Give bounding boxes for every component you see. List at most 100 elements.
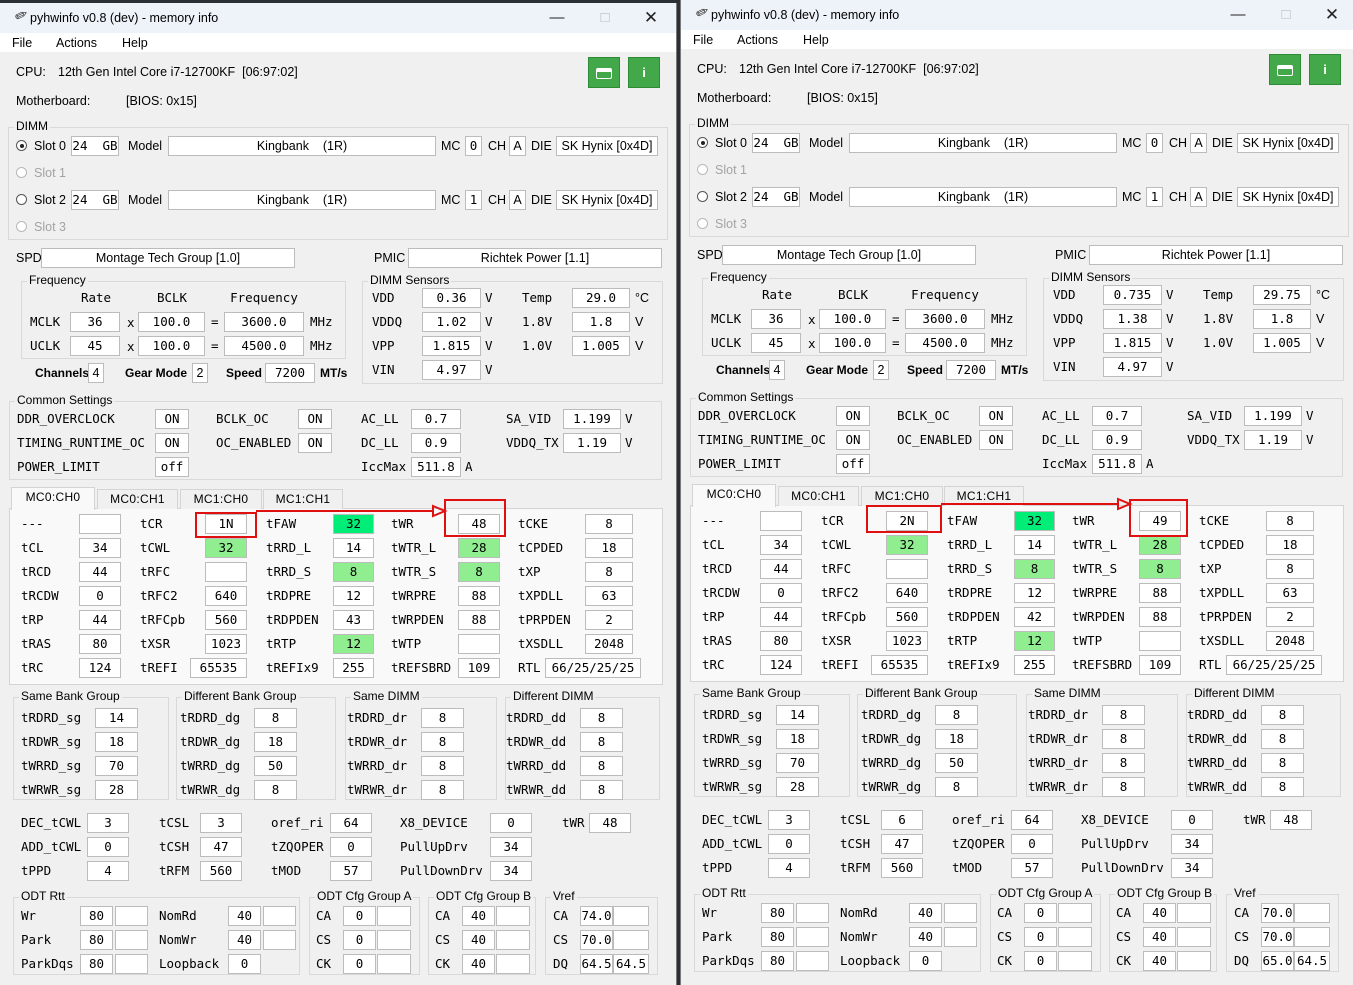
timing-value[interactable]: 65535 xyxy=(871,655,928,675)
mc-field[interactable]: 0 xyxy=(1146,133,1163,153)
odt-value[interactable]: 0 xyxy=(1024,903,1057,923)
odt-value[interactable]: 40 xyxy=(228,930,261,950)
timing-value[interactable]: 8 xyxy=(1266,559,1314,579)
param-value[interactable]: 3 xyxy=(768,810,810,830)
minimize-button[interactable]: — xyxy=(1230,6,1246,23)
info-button[interactable]: i xyxy=(628,57,660,88)
odt-value-2[interactable] xyxy=(496,906,530,926)
sensor-value[interactable]: 1.005 xyxy=(572,336,630,356)
speed-field[interactable]: 7200 xyxy=(946,360,996,380)
timing-value[interactable]: 32 xyxy=(1014,511,1055,531)
sensor-value[interactable]: 1.02 xyxy=(422,312,481,332)
model-field[interactable]: Kingbank (1R) xyxy=(849,187,1117,207)
setting-value[interactable]: off xyxy=(836,454,870,474)
timing-value[interactable]: 63 xyxy=(585,586,633,606)
odt-value[interactable]: 80 xyxy=(761,903,794,923)
timing-value[interactable]: 66/25/25/25 xyxy=(1226,655,1322,675)
timing-value[interactable]: 8 xyxy=(1261,729,1304,749)
timing-value[interactable]: 70 xyxy=(776,753,819,773)
odt-value[interactable]: 64.5 xyxy=(580,954,613,974)
close-button[interactable]: ✕ xyxy=(643,8,659,27)
model-field[interactable]: Kingbank (1R) xyxy=(168,190,436,210)
odt-value-2[interactable] xyxy=(263,930,296,950)
slot-radio[interactable] xyxy=(16,140,27,151)
timing-value[interactable]: 1023 xyxy=(886,631,928,651)
timing-value[interactable]: 88 xyxy=(458,610,500,630)
timing-value[interactable]: 18 xyxy=(935,729,978,749)
odt-value-2[interactable]: 64.5 xyxy=(1294,951,1330,971)
odt-value[interactable]: 40 xyxy=(462,954,495,974)
timing-value[interactable]: 12 xyxy=(333,586,374,606)
tab-mc1-ch0[interactable]: MC1:CH0 xyxy=(861,486,943,506)
timing-value[interactable]: 44 xyxy=(79,610,121,630)
timing-value[interactable]: 48 xyxy=(458,514,500,534)
odt-value-2[interactable] xyxy=(796,927,829,947)
sensor-value[interactable]: 1.8 xyxy=(572,312,630,332)
timing-value[interactable]: 80 xyxy=(760,631,802,651)
frequency-field[interactable]: 3600.0 xyxy=(224,312,304,332)
timing-value[interactable] xyxy=(886,559,928,579)
timing-value[interactable]: 2 xyxy=(585,610,633,630)
setting-value[interactable]: ON xyxy=(836,430,870,450)
ch-field[interactable]: A xyxy=(509,136,526,156)
timing-value[interactable]: 14 xyxy=(1014,535,1055,555)
timing-value[interactable]: 70 xyxy=(95,756,138,776)
timing-value[interactable]: 28 xyxy=(776,777,819,797)
odt-value-2[interactable] xyxy=(1177,903,1211,923)
odt-value[interactable]: 0 xyxy=(343,930,376,950)
odt-value[interactable]: 0 xyxy=(228,954,261,974)
timing-value[interactable]: 8 xyxy=(1102,777,1145,797)
die-field[interactable]: SK Hynix [0x4D] xyxy=(556,190,658,210)
timing-value[interactable]: 28 xyxy=(1139,535,1181,555)
odt-value[interactable]: 40 xyxy=(1143,951,1176,971)
timing-value[interactable]: 12 xyxy=(1014,631,1055,651)
pmic-field[interactable]: Richtek Power [1.1] xyxy=(1089,245,1343,265)
odt-value[interactable]: 65.0 xyxy=(1261,951,1294,971)
timing-value[interactable]: 8 xyxy=(935,705,978,725)
menu-help[interactable]: Help xyxy=(803,33,829,47)
param-value[interactable]: 64 xyxy=(1011,810,1053,830)
sensor-value[interactable]: 1.815 xyxy=(1103,333,1162,353)
odt-value-2[interactable] xyxy=(1058,927,1092,947)
setting-value[interactable]: ON xyxy=(979,406,1013,426)
die-field[interactable]: SK Hynix [0x4D] xyxy=(556,136,658,156)
timing-value[interactable]: 8 xyxy=(1102,705,1145,725)
timing-value[interactable]: 560 xyxy=(886,607,928,627)
tab-mc1-ch0[interactable]: MC1:CH0 xyxy=(180,489,262,509)
speed-field[interactable]: 7200 xyxy=(265,363,315,383)
odt-value-2[interactable] xyxy=(613,906,649,926)
mc-field[interactable]: 0 xyxy=(465,136,482,156)
odt-value[interactable]: 70.0 xyxy=(1261,927,1294,947)
param-value[interactable]: 0 xyxy=(490,813,532,833)
timing-value[interactable]: 8 xyxy=(1266,511,1314,531)
param-value[interactable]: 0 xyxy=(87,837,129,857)
frequency-field[interactable]: 4500.0 xyxy=(905,333,985,353)
timing-value[interactable]: 32 xyxy=(205,538,247,558)
timing-value[interactable]: 32 xyxy=(886,535,928,555)
maximize-button[interactable]: □ xyxy=(600,9,610,26)
timing-value[interactable]: 50 xyxy=(935,753,978,773)
odt-value[interactable]: 0 xyxy=(1024,951,1057,971)
param-value[interactable]: 0 xyxy=(330,837,372,857)
timing-value[interactable]: 8 xyxy=(1261,777,1304,797)
odt-value[interactable]: 70.0 xyxy=(1261,903,1294,923)
odt-value-2[interactable] xyxy=(263,906,296,926)
odt-value-2[interactable] xyxy=(115,906,148,926)
timing-value[interactable]: 66/25/25/25 xyxy=(545,658,641,678)
bclk-field[interactable]: 100.0 xyxy=(819,333,886,353)
param-value[interactable]: 0 xyxy=(1171,810,1213,830)
timing-value[interactable]: 1023 xyxy=(205,634,247,654)
param-value[interactable]: 47 xyxy=(200,837,242,857)
slot-radio[interactable] xyxy=(697,137,708,148)
param-value[interactable]: 6 xyxy=(881,810,923,830)
timing-value[interactable]: 8 xyxy=(421,756,464,776)
mc-field[interactable]: 1 xyxy=(1146,187,1163,207)
param-value[interactable]: 57 xyxy=(1011,858,1053,878)
timing-value[interactable]: 640 xyxy=(886,583,928,603)
param-value[interactable]: 560 xyxy=(200,861,242,881)
param-value[interactable]: 0 xyxy=(768,834,810,854)
sensor-value[interactable]: 0.36 xyxy=(422,288,481,308)
timing-value[interactable]: 18 xyxy=(585,538,633,558)
timing-value[interactable]: 28 xyxy=(458,538,500,558)
menu-file[interactable]: File xyxy=(12,36,33,50)
